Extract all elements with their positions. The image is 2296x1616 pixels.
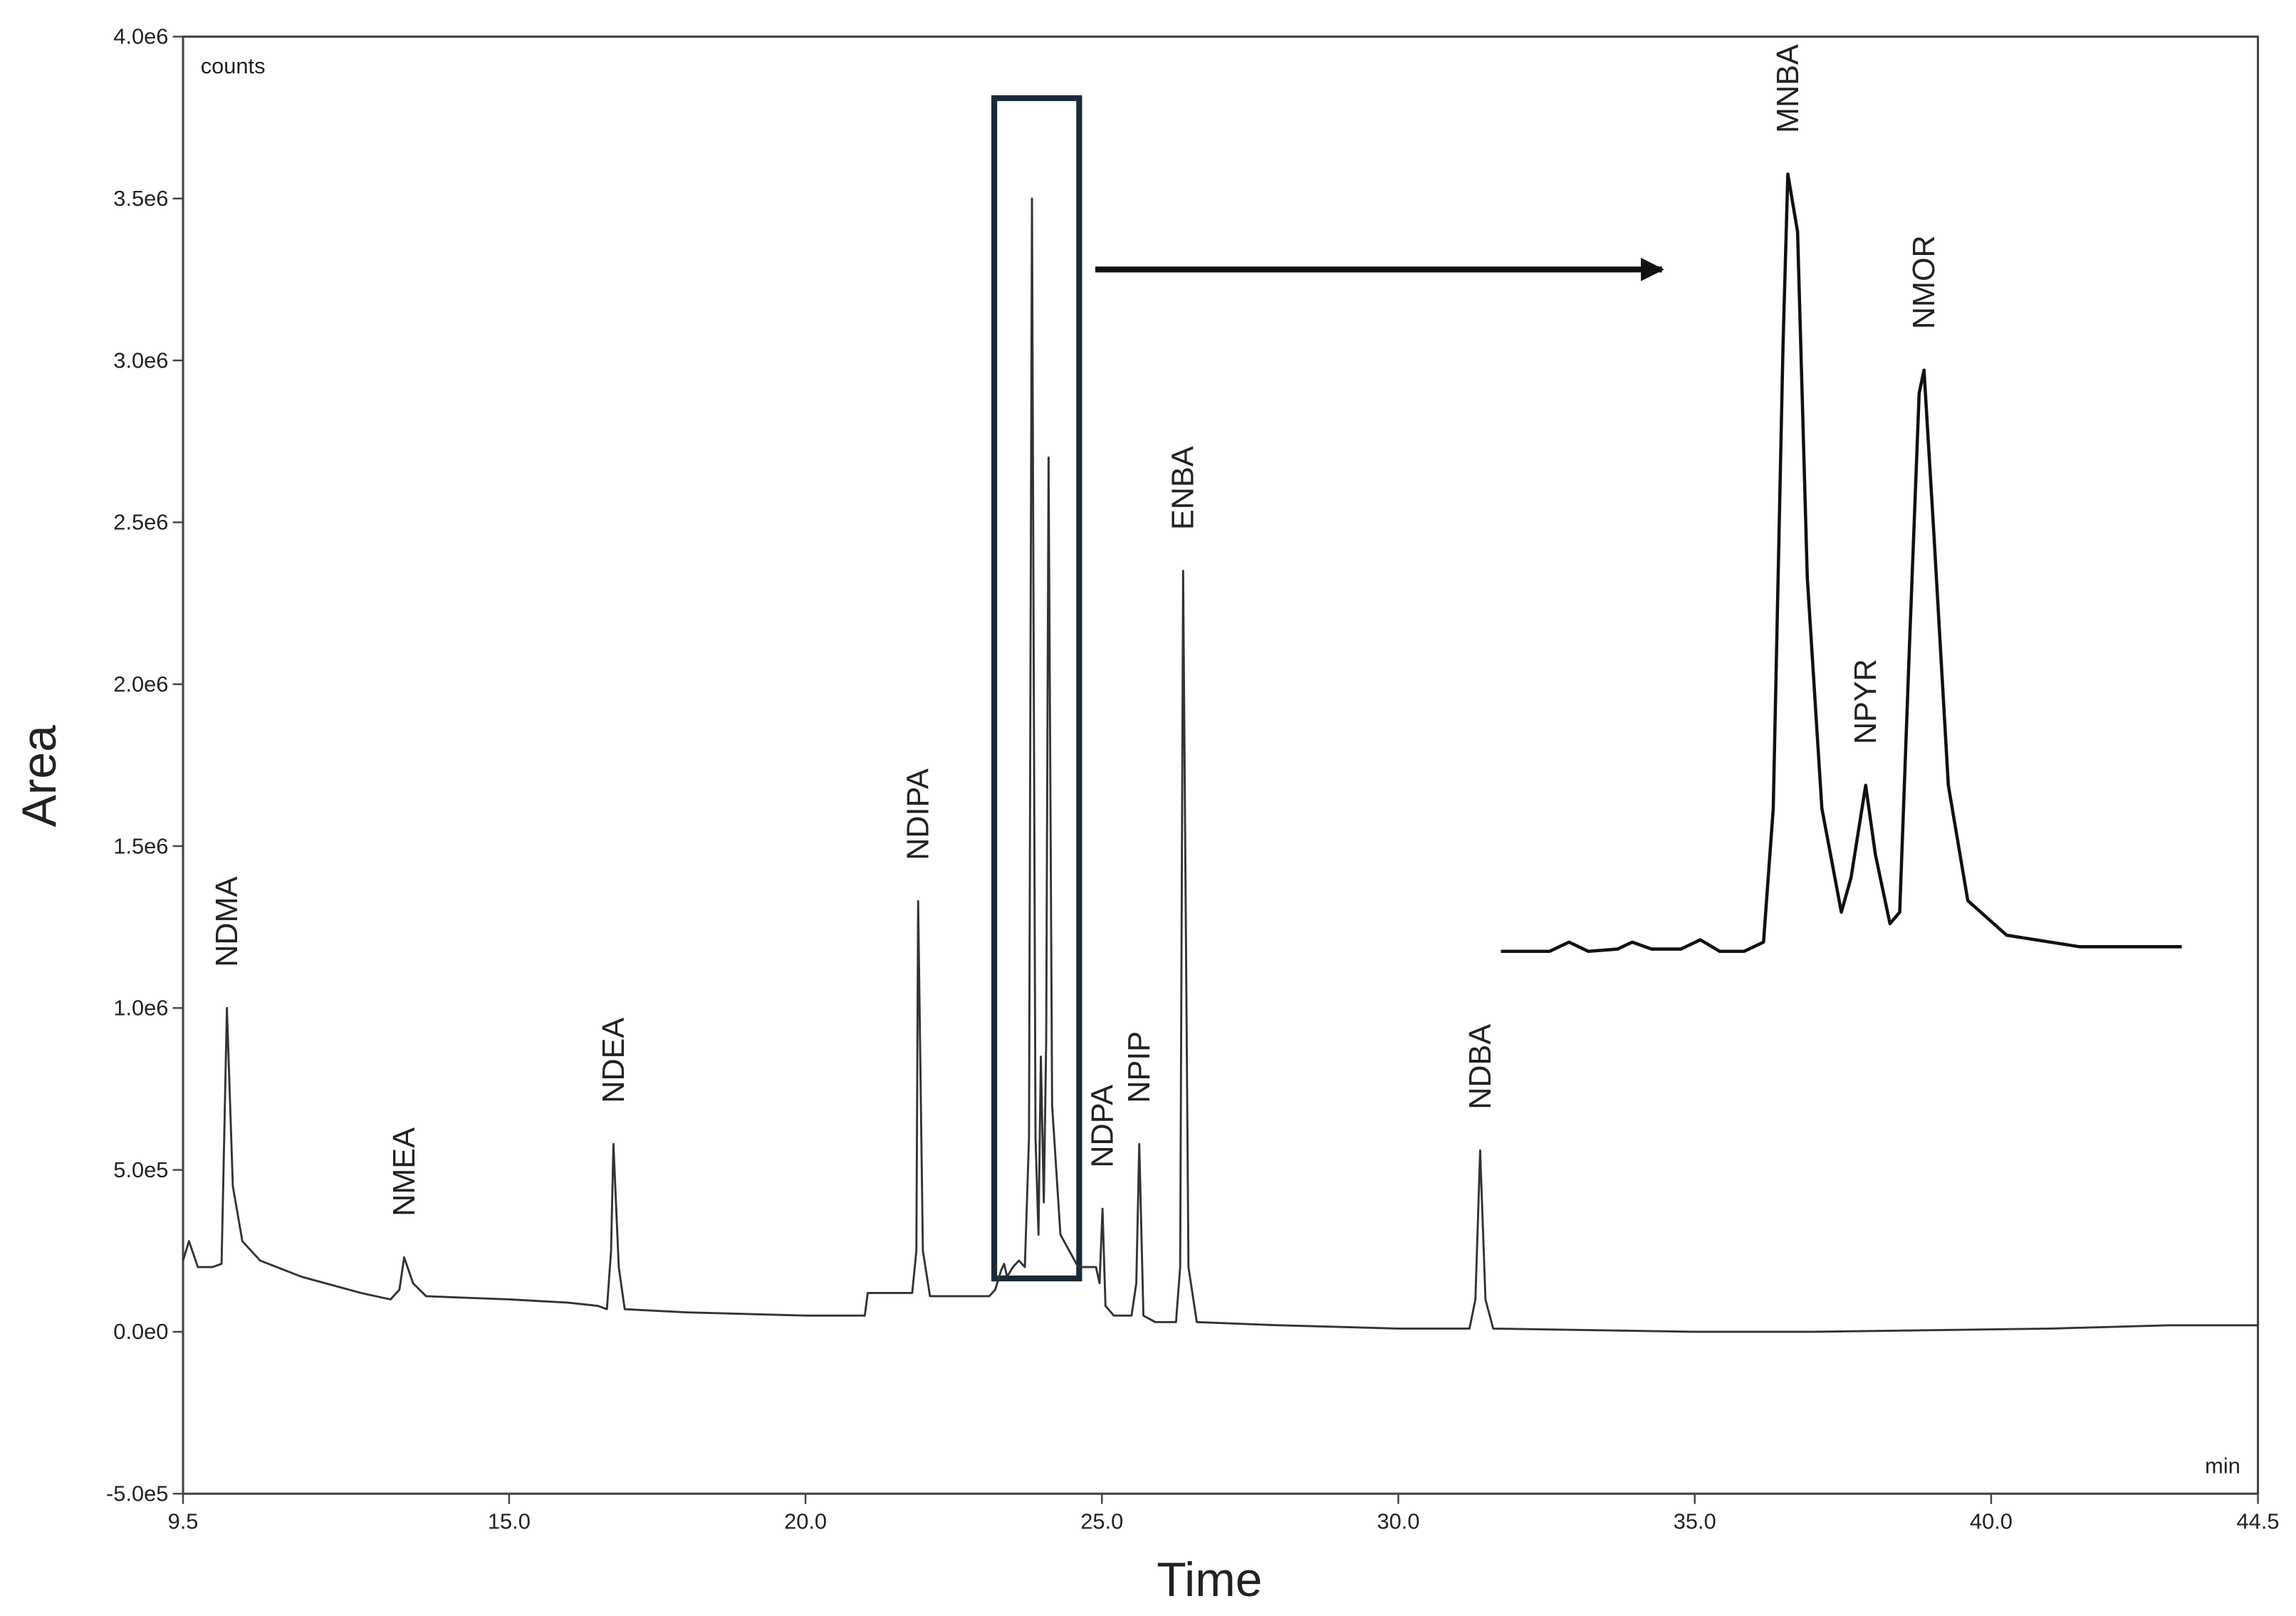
y-tick-label: 5.0e5 [113, 1157, 168, 1182]
y-tick-label: 3.5e6 [113, 186, 168, 211]
x-tick-label: 20.0 [784, 1509, 827, 1534]
peak-label: NMOR [1907, 235, 1941, 329]
y-tick-label: 3.0e6 [113, 348, 168, 372]
y-unit: counts [201, 53, 266, 78]
x-unit: min [2205, 1453, 2240, 1478]
x-tick-label: 40.0 [1970, 1509, 2013, 1534]
y-tick-label: 2.5e6 [113, 510, 168, 535]
y-tick-label: 4.0e6 [113, 24, 168, 49]
peak-label: NDMA [210, 876, 244, 966]
trace [182, 197, 2258, 1333]
x-tick-label: 9.5 [168, 1509, 199, 1534]
x-tick-label: 35.0 [1674, 1509, 1716, 1534]
peak-label: NPIP [1122, 1031, 1157, 1103]
peak-label: MNBA [1771, 44, 1805, 133]
peak-label: NPYR [1849, 659, 1883, 744]
zoom-box [991, 95, 1082, 1282]
x-tick-label: 30.0 [1377, 1509, 1420, 1534]
y-tick-label: 1.0e6 [113, 996, 168, 1021]
peak-label: NDBA [1463, 1024, 1498, 1110]
x-tick-label: 44.5 [2237, 1509, 2280, 1534]
x-axis-title: Time [1157, 1553, 1262, 1607]
peak-label: NMEA [387, 1127, 422, 1216]
trace [1501, 172, 2182, 954]
y-tick-label: 2.0e6 [113, 672, 168, 697]
y-tick-label: 1.5e6 [113, 833, 168, 858]
x-tick-label: 15.0 [488, 1509, 531, 1534]
x-tick-label: 25.0 [1080, 1509, 1123, 1534]
peak-label: NDEA [597, 1018, 631, 1103]
peak-label: NDPA [1086, 1085, 1120, 1168]
y-tick-label: -5.0e5 [106, 1481, 168, 1506]
y-tick-label: 0.0e0 [113, 1319, 168, 1344]
plot-frame [182, 35, 2260, 1495]
peak-label: ENBA [1167, 446, 1201, 530]
y-axis-title: Area [13, 725, 66, 828]
peak-label: NDIPA [902, 768, 936, 860]
